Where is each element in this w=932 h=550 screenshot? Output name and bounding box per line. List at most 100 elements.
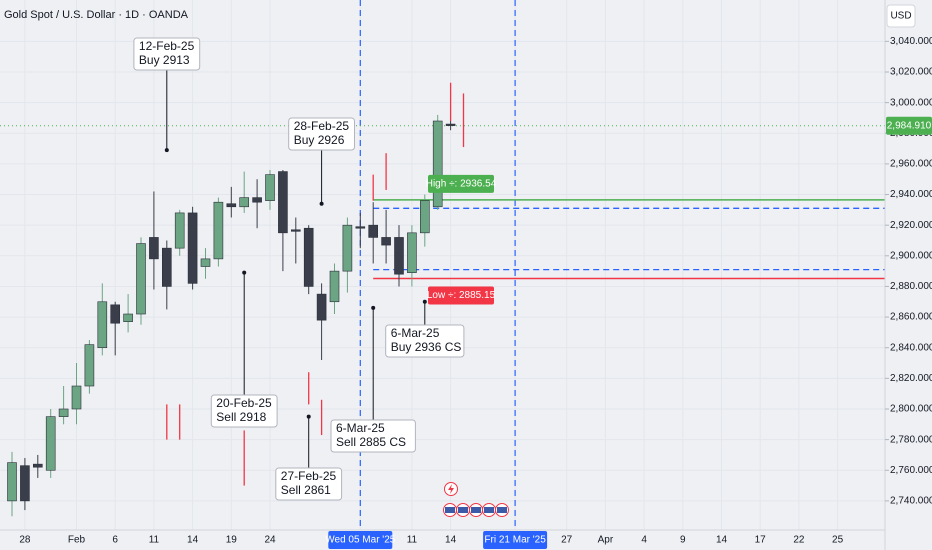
candle-body [252,197,262,203]
x-tick-label: Fri 21 Mar '25 [484,535,546,546]
candle-body [394,237,404,275]
candle-body [45,416,56,471]
candle-body [110,304,120,324]
candle-body [342,224,353,272]
candle-body [432,120,443,208]
x-tick-label: 17 [755,535,767,546]
candle-body [32,463,43,468]
x-tick-label: 4 [641,535,647,546]
candle-body [381,237,391,246]
candle-body [97,301,108,349]
x-tick-label: 9 [680,535,686,546]
candle-body [200,258,211,267]
level-label: Low ÷: 2885.15 [427,290,496,301]
y-tick-label: 2,840.000 [890,342,932,353]
candle-body [407,232,417,273]
x-tick-label: 19 [226,535,238,546]
y-tick-label: 2,900.000 [890,250,932,261]
x-tick-label: 14 [445,535,457,546]
level-label-box [428,174,494,193]
x-tick-label: 14 [716,535,728,546]
y-tick-label: 2,920.000 [890,220,932,231]
last-price-box [886,116,932,135]
annotation-text: Buy 2926 [294,133,345,147]
x-tick-label: 28 [19,535,31,546]
flag-stripe [445,507,455,513]
y-tick-label: 2,820.000 [890,373,932,384]
candle-body [355,226,366,229]
currency-label[interactable]: USD [890,11,911,22]
x-tick-label: 24 [264,535,276,546]
annotation-text: Sell 2918 [216,410,266,424]
candle-body [265,174,275,201]
x-tick-label: 14 [187,535,199,546]
annotation-anchor [306,414,311,419]
y-tick-label: 3,000.000 [890,97,932,108]
time-axis-layer: 28 Feb 6 11 14 19 24 Wed 05 Mar '25 11 14 Fri 21 M… [19,531,844,549]
candle-body [303,227,314,287]
y-tick-label: 2,800.000 [890,404,932,415]
y-tick-label: 2,960.000 [890,159,932,170]
annotation-box [275,467,343,501]
currency-button[interactable] [886,4,916,28]
crosshair-label-box [483,531,548,549]
level-label-box [428,286,494,305]
flag-stripe [497,507,507,513]
flag-stripe [458,507,468,513]
annotation-anchor [319,201,324,206]
y-tick-label: 2,860.000 [890,312,932,323]
y-tick-label: 2,780.000 [890,434,932,445]
x-tick-label: 6 [112,535,118,546]
candle-body [290,229,301,232]
crosshair-label-box [328,531,393,549]
candle-body [136,243,146,315]
annotation-box [330,419,416,453]
event-icons [443,482,509,517]
candle-body [162,247,172,287]
candle-body [368,224,379,238]
annotation-text: 6-Mar-25 [391,326,440,340]
y-tick-label: 2,740.000 [890,496,932,507]
y-tick-label: 2,880.000 [890,281,932,292]
candle-body [419,200,430,234]
annotation-anchor [164,148,169,153]
x-tick-label: 11 [407,535,418,546]
candle-body [239,197,249,208]
lightning-icon [448,484,454,494]
annotation-anchor [371,305,376,310]
candle-body [71,385,82,410]
annotation-box [288,117,356,151]
x-tick-label: 25 [832,535,844,546]
candle-body [278,171,288,234]
annotation-box [133,37,201,71]
candle-body [445,123,456,126]
candle-body [123,313,133,322]
y-tick-label: 3,020.000 [890,67,932,78]
x-tick-label: 22 [793,535,805,546]
annotation-text: Buy 2913 [139,53,190,67]
candle-body [187,212,198,284]
annotation-box [385,324,465,358]
candle-body [7,462,17,502]
candle-body [213,201,224,260]
annotation-text: Sell 2861 [281,483,331,497]
flag-stripe [471,507,481,513]
candle-body [316,293,327,321]
annotation-text: 6-Mar-25 [336,421,385,435]
y-tick-label: 2,940.000 [890,189,932,200]
x-tick-label: Feb [68,535,86,546]
annotation-text: Sell 2885 CS [336,435,406,449]
x-tick-label: 11 [149,535,160,546]
last-price-label: 2,984.910 [887,120,932,131]
y-tick-label: 3,040.000 [890,36,932,47]
candle-body [174,212,185,249]
annotation-anchor [422,299,427,304]
x-tick-label: Apr [598,535,614,546]
annotation-text: 28-Feb-25 [294,119,350,133]
level-label: High ÷: 2936.54 [426,178,497,189]
candle-body [58,408,69,417]
x-tick-label: Wed 05 Mar '25 [325,535,396,546]
